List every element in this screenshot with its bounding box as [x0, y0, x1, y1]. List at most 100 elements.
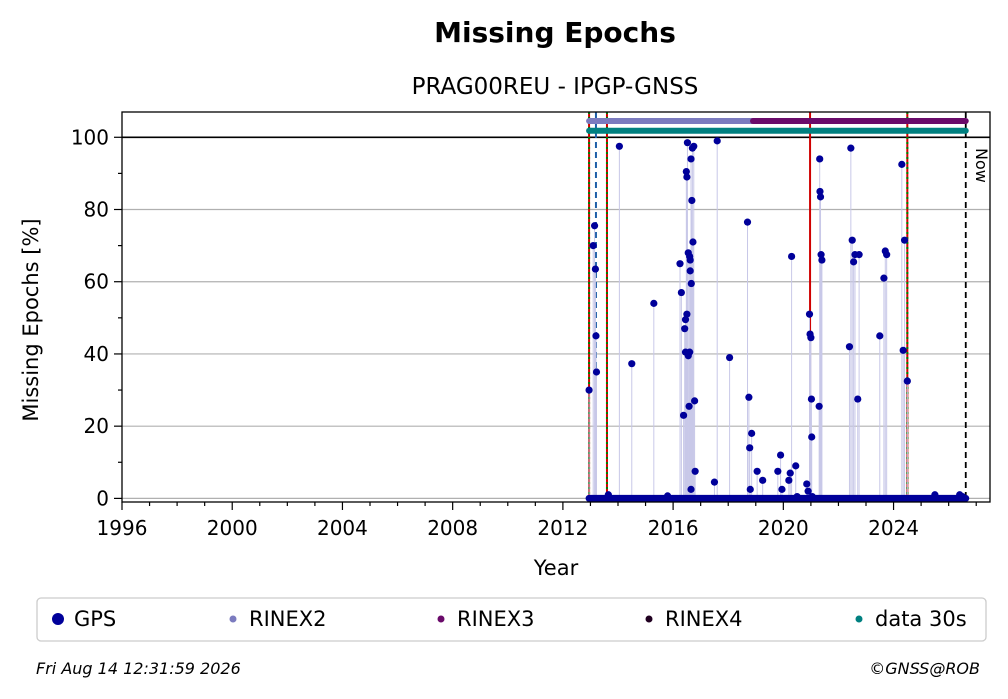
x-tick-label: 2020 [758, 516, 809, 540]
data-point [683, 310, 691, 318]
data-point [818, 256, 826, 264]
data-point [710, 478, 719, 486]
data-point [753, 467, 761, 475]
data-point [900, 236, 909, 244]
x-tick-label: 2012 [537, 516, 588, 540]
data-point [589, 242, 597, 250]
x-axis: 1996 2000 2004 2008 2012 2016 2020 2024 [97, 502, 977, 540]
data-point [807, 395, 816, 403]
data-point [899, 346, 907, 354]
data-point [803, 480, 811, 488]
legend-label: RINEX3 [457, 607, 535, 631]
data-point [685, 402, 693, 410]
legend-label: GPS [74, 607, 116, 631]
legend-marker [437, 615, 445, 623]
data-point [687, 279, 695, 288]
legend-label: data 30s [875, 607, 967, 631]
data-point [688, 196, 696, 205]
data-point [679, 411, 688, 419]
y-tick-label: 0 [96, 486, 109, 510]
data-point [683, 173, 691, 181]
data-point [792, 462, 800, 470]
data-point [592, 368, 601, 376]
data-point [592, 332, 600, 340]
data-point [805, 310, 814, 318]
y-tick-label: 40 [84, 342, 109, 366]
data-point [816, 193, 825, 201]
data-point [691, 397, 699, 405]
grid-lines [122, 136, 990, 499]
x-tick-label: 1996 [97, 516, 148, 540]
y-tick-label: 20 [84, 414, 109, 438]
data-point [848, 236, 856, 244]
y-axis-label: Missing Epochs [%] [19, 218, 43, 421]
data-point [815, 402, 823, 410]
data-point [746, 485, 754, 493]
footer-timestamp: Fri Aug 14 12:31:59 2026 [36, 659, 241, 678]
data-point [713, 137, 721, 145]
x-tick-label: 2016 [648, 516, 699, 540]
data-point [876, 332, 884, 340]
data-point [686, 348, 694, 356]
data-point [898, 160, 906, 168]
x-axis-label: Year [533, 556, 579, 580]
plot-area: Now [585, 112, 991, 502]
data-point [774, 467, 782, 475]
legend-marker [52, 613, 64, 625]
data-point [683, 139, 692, 147]
data-point [746, 444, 754, 452]
data-point [785, 476, 793, 484]
data-point [808, 492, 816, 501]
data-point [604, 491, 612, 499]
now-label: Now [972, 148, 991, 183]
data-point [958, 492, 967, 501]
data-point [776, 451, 785, 459]
data-point [590, 222, 599, 230]
y-axis: 0 20 40 60 80 100 [71, 125, 122, 510]
x-tick-label: 2004 [317, 516, 368, 540]
data-point [676, 260, 684, 268]
legend-label: RINEX2 [249, 607, 327, 631]
data-point [808, 433, 816, 441]
data-point [748, 429, 756, 437]
data-point [591, 265, 600, 273]
x-tick-label: 2024 [868, 516, 919, 540]
legend-marker [645, 615, 653, 623]
y-tick-label: 80 [84, 198, 109, 222]
data-point [883, 251, 891, 259]
data-point [807, 334, 815, 342]
data-point [628, 360, 636, 368]
data-point [681, 316, 690, 324]
data-point [687, 485, 695, 493]
legend-marker [229, 615, 237, 623]
data-point [615, 142, 623, 150]
data-point [689, 238, 697, 246]
data-point [804, 487, 812, 495]
data-point [690, 142, 698, 150]
y-tick-label: 100 [71, 125, 109, 149]
data-point [786, 469, 794, 477]
data-point [745, 393, 753, 401]
data-point [880, 274, 888, 282]
data-point [816, 155, 824, 163]
data-point [903, 377, 911, 385]
data-point [855, 251, 863, 259]
legend-label: RINEX4 [665, 607, 743, 631]
data-point [778, 485, 786, 493]
data-point [677, 288, 685, 297]
chart-title: Missing Epochs [434, 16, 676, 49]
data-point [691, 467, 699, 475]
data-point [650, 299, 658, 307]
footer-credit: ©GNSS@ROB [869, 659, 980, 678]
data-point [743, 218, 752, 226]
data-point [845, 343, 854, 351]
data-point [687, 155, 695, 163]
legend-marker [855, 615, 863, 623]
data-point [847, 144, 855, 152]
data-point [585, 386, 593, 394]
y-tick-label: 60 [84, 270, 109, 294]
plot-frame [121, 111, 991, 503]
chart-subtitle: PRAG00REU - IPGP-GNSS [412, 74, 699, 100]
legend: GPS RINEX2 RINEX3 RINEX4 data 30s [52, 607, 967, 631]
